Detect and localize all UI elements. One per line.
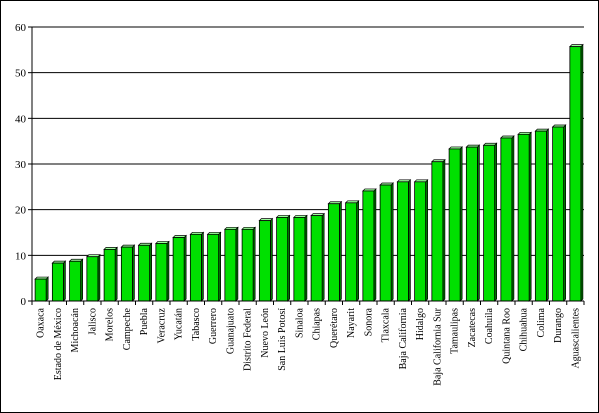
- x-tick-label: Distrito Federal: [243, 308, 254, 371]
- x-tick-label: Campeche: [122, 307, 133, 350]
- bar-28: [517, 133, 530, 302]
- y-tick-label: 30: [15, 159, 27, 171]
- bar-27: [500, 137, 513, 302]
- bar-9: [189, 233, 202, 302]
- x-tick-label: Guerrero: [208, 308, 219, 344]
- bar-15: [293, 217, 306, 302]
- x-tick-label: Chihuahua: [519, 307, 530, 351]
- bar-22: [414, 181, 427, 302]
- bar-23: [431, 161, 444, 302]
- x-tick-label: Puebla: [139, 307, 150, 335]
- x-tick-label: Yucatán: [174, 308, 185, 340]
- axes: [28, 26, 585, 305]
- x-tick-label: Zacatecas: [467, 308, 478, 348]
- x-tick-label: Aguascalientes: [570, 308, 581, 369]
- x-tick-label: Veracruz: [156, 307, 167, 343]
- bar-3: [86, 256, 99, 302]
- x-tick-label: San Luis Potosí: [277, 308, 288, 371]
- x-tick-label: Sonora: [363, 307, 374, 336]
- bars: [34, 43, 584, 302]
- x-tick-label: Tabasco: [191, 308, 202, 341]
- bar-2: [69, 260, 82, 302]
- x-tick-label: Tlaxcala: [381, 307, 392, 342]
- bar-26: [483, 144, 496, 302]
- bar-6: [138, 244, 151, 302]
- x-tick-label: Hidalgo: [415, 308, 426, 340]
- bar-7: [155, 243, 168, 302]
- y-tick-label: 20: [15, 205, 27, 217]
- x-tick-label: Jalisco: [87, 308, 98, 335]
- bar-13: [258, 220, 271, 302]
- bar-18: [345, 202, 358, 302]
- labels: 0 10 20 30 40 50 60 Oaxaca Estado de México Micho…: [15, 22, 581, 386]
- x-tick-label: Morelos: [105, 308, 116, 341]
- x-tick-label: Quintana Roo: [501, 308, 512, 364]
- bar-11: [224, 228, 237, 302]
- x-tick-label: Baja California: [398, 307, 409, 369]
- y-tick-label: 60: [15, 22, 27, 34]
- y-tick-label: 0: [21, 296, 27, 308]
- bar-8: [172, 237, 185, 302]
- x-tick-label: Durango: [553, 308, 564, 343]
- x-tick-label: Michoacán: [70, 308, 81, 352]
- bar-0: [34, 278, 47, 302]
- x-tick-label: Querétaro: [329, 308, 340, 348]
- x-tick-label: Estado de México: [53, 308, 64, 380]
- x-tick-label: Nuevo León: [260, 308, 271, 358]
- y-tick-label: 10: [15, 250, 27, 262]
- bar-29: [534, 130, 547, 302]
- y-tick-label: 50: [15, 68, 27, 80]
- bar-19: [362, 190, 375, 302]
- bar-20: [379, 184, 392, 302]
- y-tick-label: 40: [15, 113, 27, 125]
- bar-1: [51, 262, 64, 302]
- x-tick-label: Sinaloa: [294, 307, 305, 338]
- bar-10: [207, 233, 220, 302]
- x-tick-label: Chiapas: [312, 308, 323, 340]
- bar-12: [241, 228, 254, 302]
- x-tick-label: Nayarit: [346, 308, 357, 338]
- bar-31: [569, 46, 582, 302]
- bar-16: [310, 215, 323, 302]
- bar-30: [552, 126, 565, 302]
- x-tick-label: Tamaulipas: [450, 308, 461, 354]
- bar-4: [103, 248, 116, 302]
- x-tick-label: Baja California Sur: [432, 307, 443, 385]
- x-tick-label: Guanajuato: [225, 308, 236, 354]
- x-tick-label: Oaxaca: [36, 307, 47, 338]
- bar-24: [448, 148, 461, 302]
- x-tick-label: Colima: [536, 307, 547, 337]
- bar-14: [276, 217, 289, 302]
- bar-21: [396, 181, 409, 302]
- bar-25: [465, 146, 478, 302]
- x-tick-label: Coahuila: [484, 307, 495, 344]
- bar-17: [327, 203, 340, 302]
- bar-5: [120, 246, 133, 302]
